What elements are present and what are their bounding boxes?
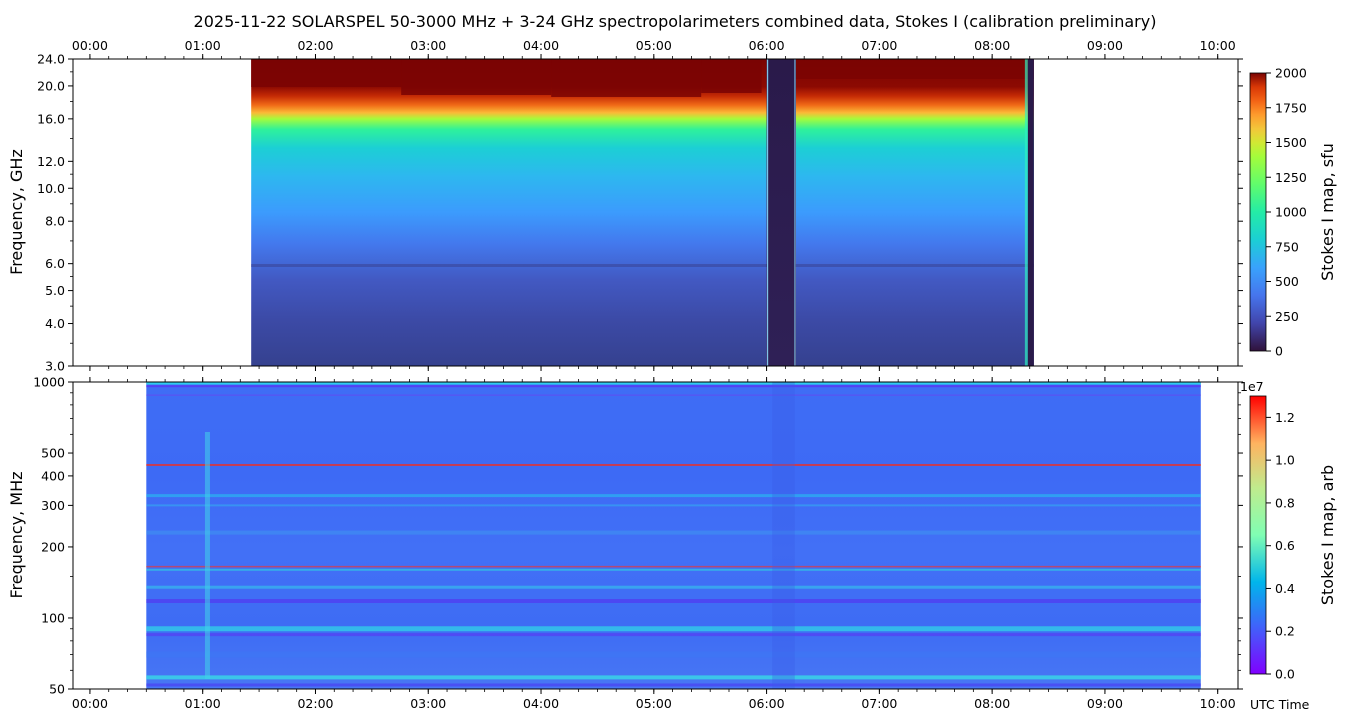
mhz-band — [146, 504, 1201, 507]
ghz-colorbar: 0 250 500 750 1000 1250 1500 1750 2000 — [1249, 66, 1307, 359]
ghz-y-axis-label: Frequency, GHz — [7, 149, 26, 275]
ghz-colorbar-label: Stokes I map, sfu — [1318, 143, 1337, 281]
y-tick-label: 10.0 — [37, 181, 65, 196]
colorbar-tick-label: 0.2 — [1275, 624, 1295, 639]
ghz-panel: 00:00 01:00 02:00 03:00 04:00 05:00 06:00 07:00… — [37, 38, 1243, 374]
mhz-band — [146, 568, 1201, 571]
y-tick-label: 1000 — [33, 375, 65, 390]
ghz-spectrogram-image — [251, 59, 1034, 366]
ghz-upper-band — [401, 59, 552, 95]
mhz-band — [146, 394, 1201, 396]
x-tick-label: 03:00 — [410, 38, 446, 53]
y-tick-label: 12.0 — [37, 154, 65, 169]
x-tick-label: 05:00 — [636, 696, 672, 711]
colorbar-tick-label: 1250 — [1275, 170, 1307, 185]
mhz-band — [146, 382, 1201, 385]
x-tick-label: 08:00 — [974, 38, 1010, 53]
colorbar-tick-label: 0 — [1275, 344, 1283, 359]
x-tick-label: 04:00 — [523, 38, 559, 53]
ghz-end-strip — [1027, 59, 1034, 366]
colorbar-tick-label: 0.0 — [1275, 667, 1295, 682]
y-tick-label: 5.0 — [45, 283, 65, 298]
ghz-data-block-2 — [795, 59, 1034, 366]
y-tick-label: 200 — [41, 539, 65, 554]
colorbar-tick-label: 1000 — [1275, 205, 1307, 220]
x-tick-label: 00:00 — [72, 696, 108, 711]
x-tick-label: 01:00 — [185, 38, 221, 53]
x-axis-label: UTC Time — [1250, 697, 1310, 712]
x-tick-label: 09:00 — [1087, 696, 1123, 711]
y-tick-label: 50 — [49, 682, 65, 697]
x-tick-label: 05:00 — [636, 38, 672, 53]
x-tick-label: 10:00 — [1200, 38, 1236, 53]
x-tick-label: 09:00 — [1087, 38, 1123, 53]
mhz-panel: 00:00 01:00 02:00 03:00 04:00 05:00 06:00 07:00… — [33, 375, 1243, 711]
mhz-band — [146, 683, 1201, 687]
colorbar-tick-label: 1500 — [1275, 135, 1307, 150]
mhz-colorbar-offset: 1e7 — [1240, 379, 1264, 394]
y-tick-label: 300 — [41, 498, 65, 513]
y-tick-label: 24.0 — [37, 52, 65, 67]
ghz-data-gap — [766, 59, 796, 366]
mhz-band — [146, 626, 1201, 632]
mhz-band — [146, 599, 1201, 604]
mhz-band — [146, 565, 1201, 568]
y-tick-label: 4.0 — [45, 316, 65, 331]
mhz-band — [146, 385, 1201, 388]
x-tick-label: 01:00 — [185, 696, 221, 711]
mhz-band — [146, 675, 1201, 680]
colorbar-tick-label: 0.8 — [1275, 495, 1295, 510]
colorbar-tick-label: 0.4 — [1275, 581, 1295, 596]
y-tick-label: 20.0 — [37, 78, 65, 93]
ghz-upper-band — [701, 59, 762, 93]
y-tick-label: 400 — [41, 468, 65, 483]
y-tick-label: 500 — [41, 446, 65, 461]
colorbar-tick-label: 1.2 — [1275, 410, 1295, 425]
mhz-spectrogram-image — [146, 382, 1201, 689]
ghz-upper-band — [251, 59, 402, 87]
x-tick-label: 04:00 — [523, 696, 559, 711]
mhz-band — [146, 463, 1201, 466]
colorbar-tick-label: 250 — [1275, 309, 1299, 324]
x-tick-label: 03:00 — [410, 696, 446, 711]
mhz-band — [146, 585, 1201, 589]
y-tick-label: 100 — [41, 610, 65, 625]
x-tick-label: 02:00 — [297, 38, 333, 53]
x-tick-label: 07:00 — [861, 38, 897, 53]
y-tick-label: 8.0 — [45, 214, 65, 229]
y-tick-label: 6.0 — [45, 256, 65, 271]
x-tick-label: 00:00 — [72, 38, 108, 53]
ghz-band-line — [251, 264, 1034, 267]
mhz-band — [146, 494, 1201, 498]
x-tick-label: 10:00 — [1200, 696, 1236, 711]
colorbar-tick-label: 750 — [1275, 239, 1299, 254]
x-tick-label: 02:00 — [297, 696, 333, 711]
mhz-colorbar: 0.0 0.2 0.4 0.6 0.8 1.0 1.2 — [1249, 395, 1295, 682]
x-tick-label: 08:00 — [974, 696, 1010, 711]
mhz-band — [146, 651, 1201, 658]
colorbar-tick-label: 1750 — [1275, 100, 1307, 115]
y-tick-label: 3.0 — [45, 359, 65, 374]
colorbar-tick-label: 0.6 — [1275, 538, 1295, 553]
ghz-data-block-1 — [251, 59, 767, 366]
mhz-gap-shade — [772, 382, 795, 689]
mhz-y-axis-label: Frequency, MHz — [7, 471, 26, 598]
mhz-colorbar-label: Stokes I map, arb — [1318, 465, 1337, 605]
mhz-data-block — [146, 382, 1201, 689]
colorbar-tick-label: 1.0 — [1275, 453, 1295, 468]
ghz-upper-band — [795, 59, 1034, 79]
x-tick-label: 07:00 — [861, 696, 897, 711]
ghz-end-edge — [1024, 59, 1028, 366]
colorbar-tick-label: 2000 — [1275, 66, 1307, 81]
colorbar-tick-label: 500 — [1275, 274, 1299, 289]
x-tick-label: 06:00 — [749, 38, 785, 53]
y-tick-label: 16.0 — [37, 111, 65, 126]
x-tick-label: 06:00 — [749, 696, 785, 711]
mhz-band — [146, 530, 1201, 535]
chart-title: 2025-11-22 SOLARSPEL 50-3000 MHz + 3-24 … — [194, 12, 1157, 31]
mhz-band — [146, 633, 1201, 637]
ghz-upper-band — [551, 59, 702, 97]
mhz-burst — [204, 432, 210, 679]
